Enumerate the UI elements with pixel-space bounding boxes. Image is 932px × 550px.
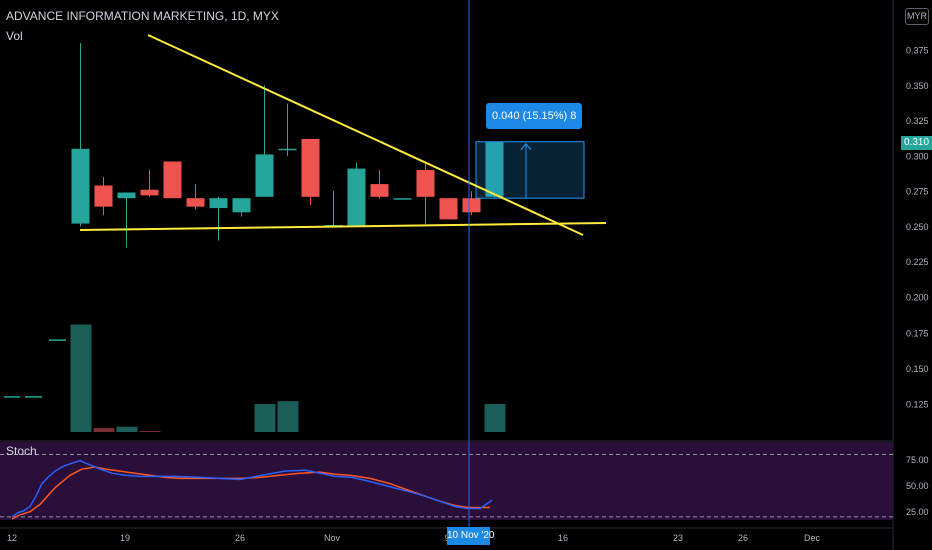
candle-body bbox=[393, 198, 412, 200]
volume-axis-tick: 0.175 bbox=[906, 329, 929, 339]
candle-body bbox=[94, 185, 113, 207]
candle-body bbox=[117, 192, 136, 199]
time-axis-tick: 26 bbox=[235, 533, 245, 543]
measure-label: 0.040 (15.15%) 8 bbox=[486, 103, 583, 129]
time-axis-tick: 26 bbox=[738, 533, 748, 543]
currency-badge[interactable]: MYR bbox=[905, 8, 929, 25]
trendline-descending[interactable] bbox=[147, 34, 584, 236]
volume-bar bbox=[93, 428, 115, 432]
time-axis-tick: Nov bbox=[324, 533, 341, 543]
candle-body bbox=[301, 138, 320, 197]
volume-bar bbox=[139, 430, 161, 432]
price-axis-tick: 0.275 bbox=[906, 187, 929, 197]
candle-body bbox=[462, 198, 481, 213]
time-axis-tick: 16 bbox=[558, 533, 568, 543]
stoch-label: Stoch bbox=[6, 444, 37, 458]
price-axis-tick: 0.375 bbox=[906, 46, 929, 56]
volume-bar bbox=[484, 404, 506, 432]
stoch-axis-tick: 75.00 bbox=[906, 455, 929, 465]
volume-bar bbox=[254, 404, 276, 432]
measure-arrow-head bbox=[520, 142, 532, 151]
price-axis-tick: 0.350 bbox=[906, 81, 929, 91]
candle-body bbox=[186, 198, 205, 207]
time-axis-tick: Dec bbox=[804, 533, 821, 543]
stoch-axis-tick: 50.00 bbox=[906, 481, 929, 491]
stoch-k-line bbox=[11, 459, 493, 518]
chart-title: ADVANCE INFORMATION MARKETING, 1D, MYX bbox=[6, 9, 279, 23]
trendline-support[interactable] bbox=[79, 222, 607, 231]
volume-bar bbox=[116, 426, 138, 432]
stoch-axis-tick: 25.00 bbox=[906, 507, 929, 517]
candle-body bbox=[255, 154, 274, 197]
measure-range-box[interactable] bbox=[475, 141, 585, 199]
candle-body bbox=[232, 198, 251, 213]
last-price-badge: 0.310 bbox=[901, 136, 932, 150]
candle-body bbox=[209, 198, 228, 209]
candle-body bbox=[71, 148, 90, 224]
stoch-pane-background bbox=[0, 442, 893, 520]
candle-body bbox=[416, 169, 435, 197]
candle-body bbox=[347, 168, 366, 227]
price-axis-tick: 0.250 bbox=[906, 222, 929, 232]
volume-axis-tick: 0.125 bbox=[906, 400, 929, 410]
crosshair-date-badge: 10 Nov '20 bbox=[447, 527, 495, 545]
volume-axis-tick: 0.150 bbox=[906, 364, 929, 374]
time-axis-tick: 12 bbox=[7, 533, 17, 543]
volume-bar bbox=[277, 401, 299, 432]
price-axis-tick: 0.200 bbox=[906, 293, 929, 303]
candle-body bbox=[485, 141, 504, 197]
candle-body bbox=[278, 148, 297, 151]
candle-body bbox=[140, 189, 159, 196]
time-axis-tick: 23 bbox=[673, 533, 683, 543]
volume-label: Vol bbox=[6, 29, 23, 43]
time-axis-tick: 19 bbox=[120, 533, 130, 543]
candle-body bbox=[439, 198, 458, 220]
price-axis-tick: 0.300 bbox=[906, 151, 929, 161]
price-axis-tick: 0.325 bbox=[906, 116, 929, 126]
candle-body bbox=[370, 184, 389, 197]
volume-bar bbox=[70, 324, 92, 432]
price-axis-tick: 0.225 bbox=[906, 257, 929, 267]
candle-body bbox=[163, 161, 182, 199]
